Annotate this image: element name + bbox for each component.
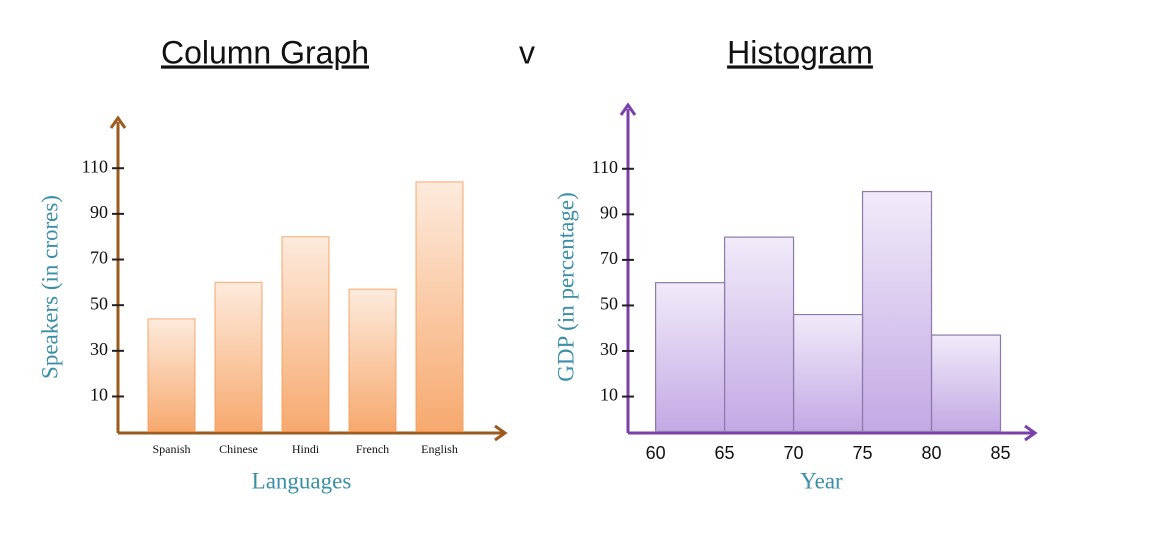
x-axis-label: Year [800, 468, 843, 493]
x-tick-label: French [356, 442, 389, 456]
x-tick-label: Hindi [292, 442, 320, 456]
x-tick-label: 65 [715, 443, 735, 463]
y-tick-label: 30 [90, 339, 108, 359]
chart-title: Column Graph [161, 34, 369, 70]
histogram-bar [861, 190, 933, 433]
x-tick-label: Spanish [152, 442, 190, 456]
y-axis-label: GDP (in percentage) [553, 192, 578, 381]
y-tick-label: 10 [600, 385, 618, 405]
y-axis-arrow [619, 102, 637, 116]
y-tick-label: 110 [82, 156, 108, 176]
y-tick-label: 50 [90, 293, 108, 313]
x-tick-label: 85 [990, 443, 1010, 463]
histogram-bar [930, 334, 1002, 433]
x-tick-label: 75 [853, 443, 873, 463]
bar [415, 181, 464, 433]
x-axis-arrow [494, 424, 508, 442]
x-tick-label: English [421, 442, 458, 456]
y-tick-label: 10 [90, 385, 108, 405]
y-tick-label: 70 [600, 248, 618, 268]
y-tick-label: 90 [600, 202, 618, 222]
y-tick-label: 30 [600, 339, 618, 359]
x-tick-label: Chinese [219, 442, 258, 456]
chart-title: Histogram [727, 34, 873, 70]
y-axis-arrow [109, 115, 127, 129]
x-axis-label: Languages [252, 468, 352, 493]
histogram-bar [723, 236, 795, 433]
x-tick-label: 80 [922, 443, 942, 463]
y-tick-label: 50 [600, 294, 618, 314]
y-tick-label: 70 [90, 248, 108, 268]
bar [281, 236, 330, 433]
x-tick-label: 60 [646, 443, 666, 463]
histogram-bar [654, 282, 726, 433]
bar [147, 318, 196, 433]
x-axis-arrow [1024, 424, 1038, 442]
x-tick-label: 70 [784, 443, 804, 463]
histogram-bar [792, 313, 864, 433]
y-tick-label: 110 [592, 157, 618, 177]
bar [214, 281, 263, 433]
bar [348, 288, 397, 433]
separator: v [519, 34, 535, 70]
y-tick-label: 90 [90, 202, 108, 222]
y-axis-label: Speakers (in crores) [37, 195, 62, 379]
